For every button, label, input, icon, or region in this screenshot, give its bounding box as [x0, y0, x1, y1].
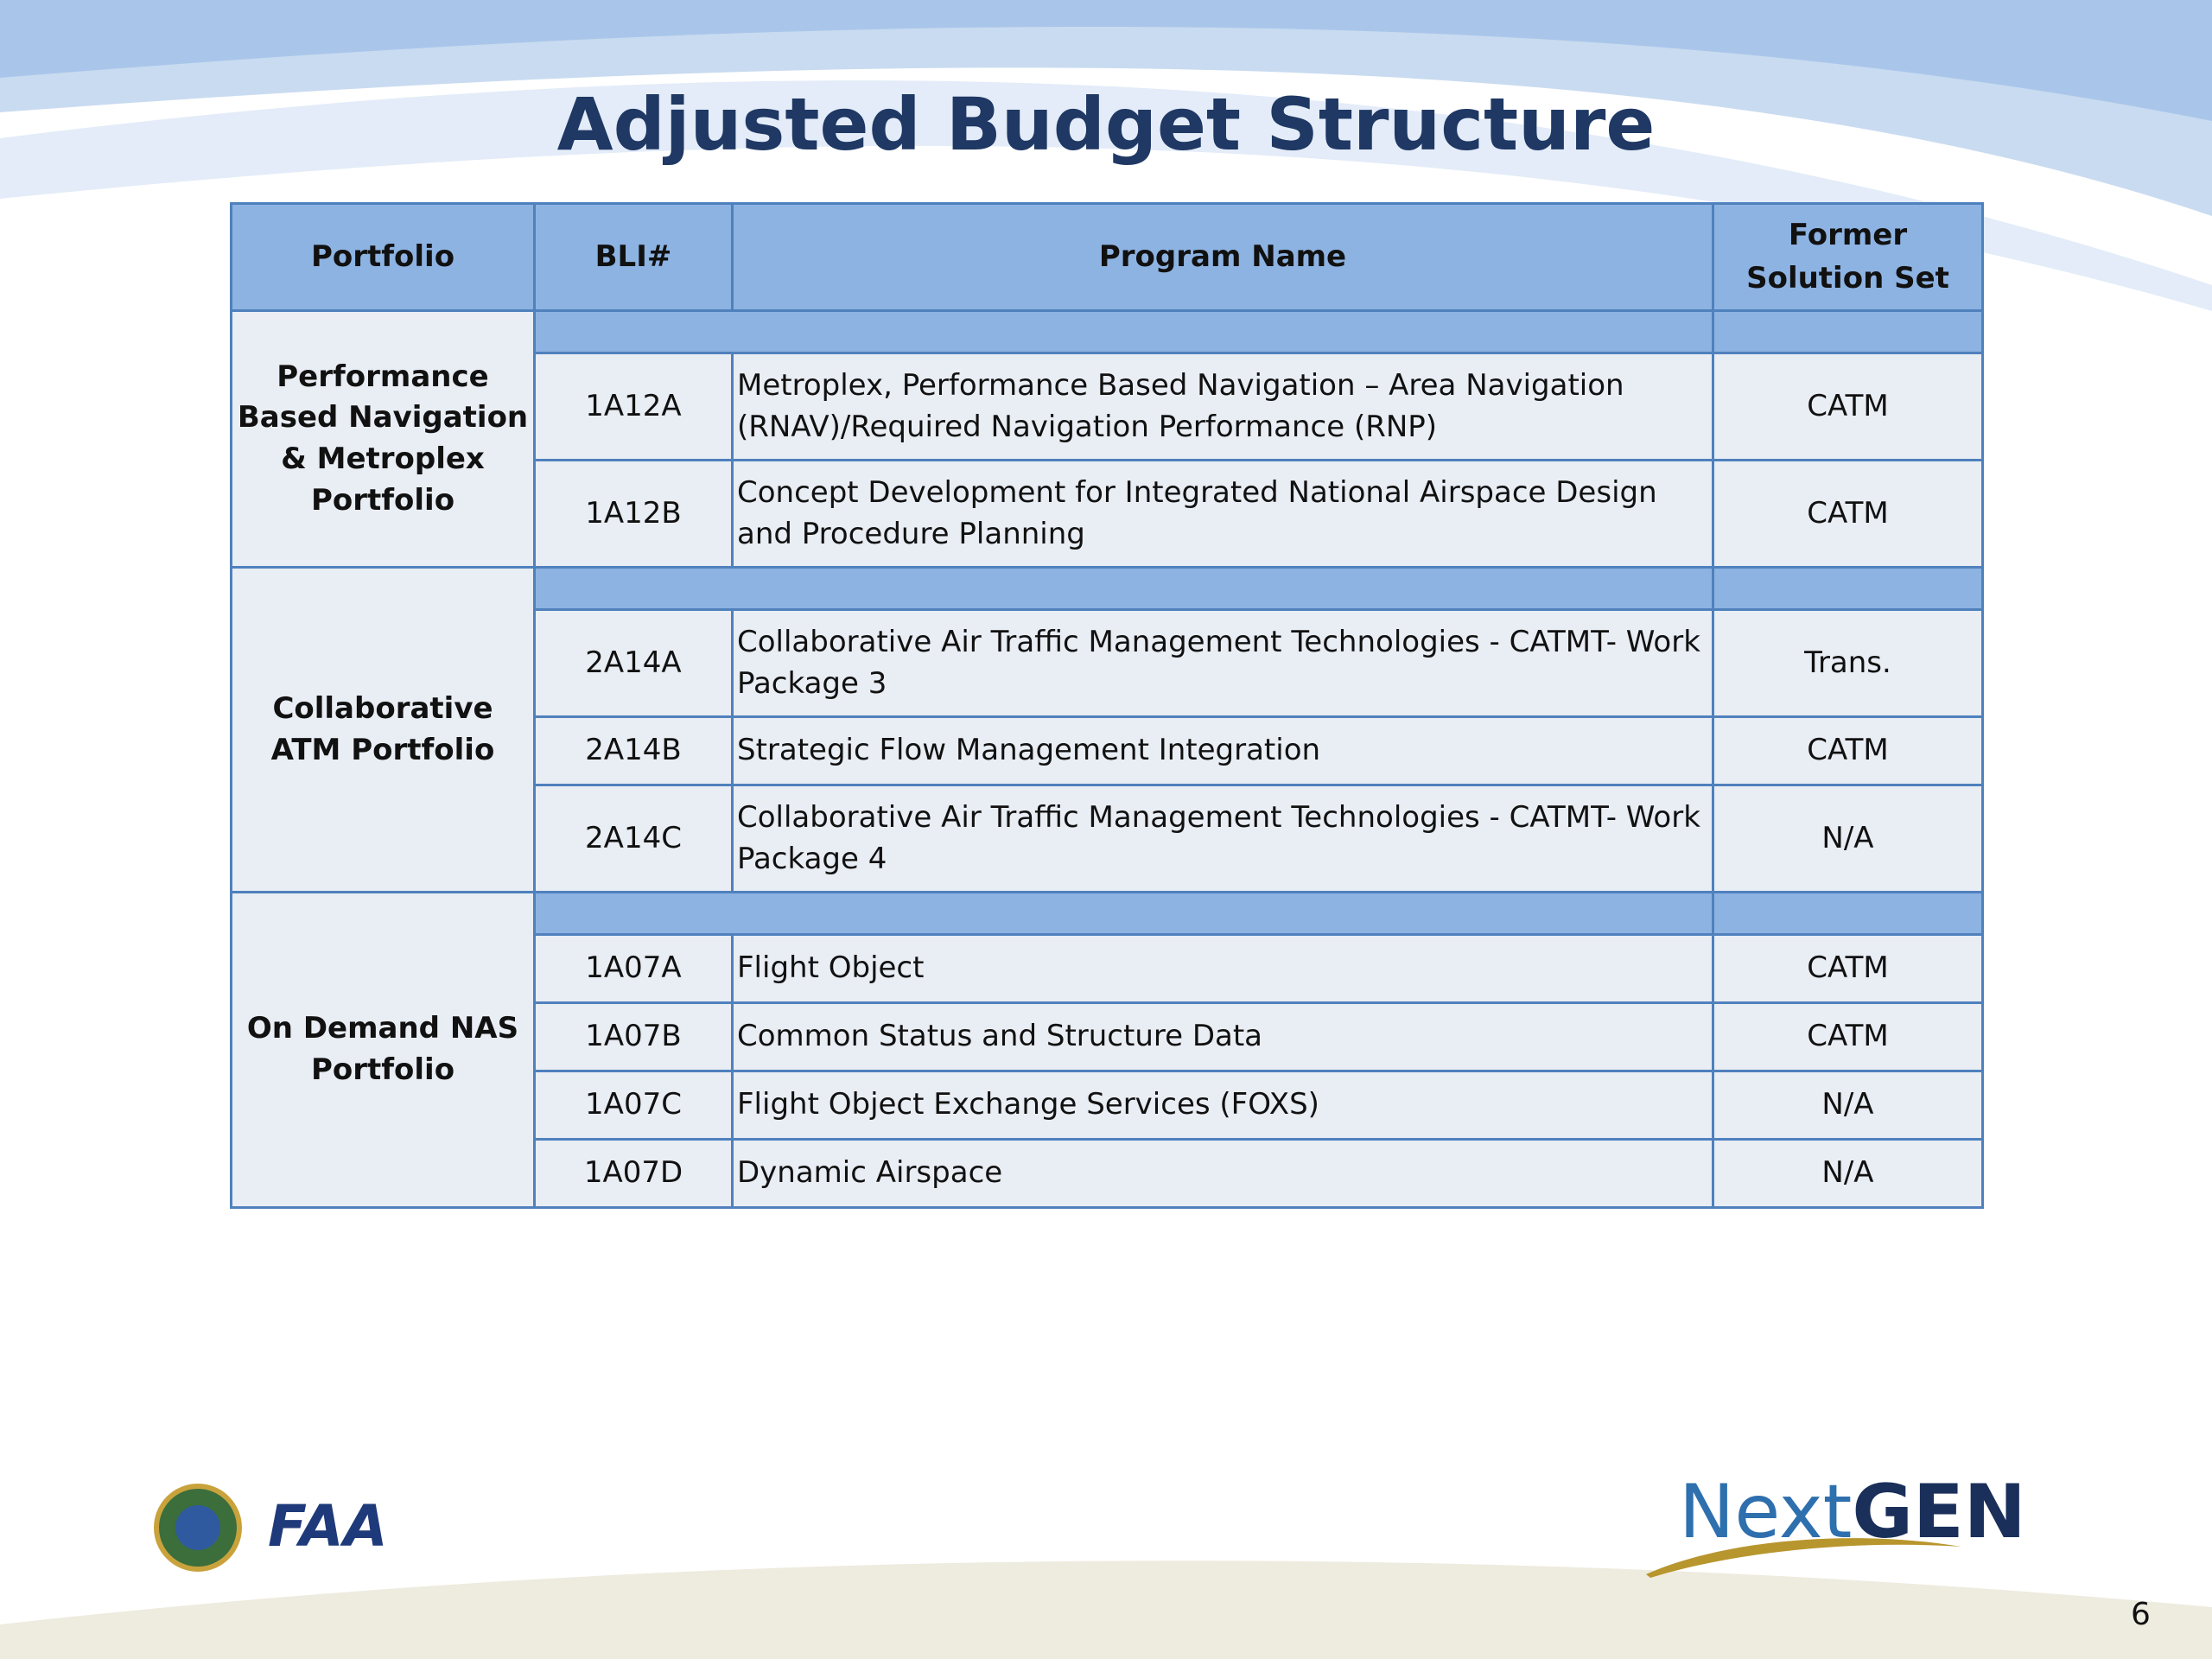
- group-band-row: Collaborative ATM Portfolio: [230, 566, 1984, 893]
- bli-cell: 1A07A: [533, 933, 734, 1004]
- nextgen-swoosh: [1646, 1538, 1961, 1578]
- program-cell: Metroplex, Performance Based Navigation …: [731, 352, 1714, 461]
- group-band-row: Performance Based Navigation & Metroplex…: [230, 309, 1984, 569]
- table-row: 1A07C Flight Object Exchange Services (FO…: [232, 1070, 1984, 1141]
- table-row: 1A07D Dynamic Airspace N/A: [232, 1138, 1984, 1209]
- header-cell: Portfolio: [230, 202, 536, 312]
- table-row: 2A14C Collaborative Air Traffic Managemen…: [232, 784, 1984, 893]
- swoosh: [0, 80, 2212, 311]
- group-band-row: On Demand NAS Portfolio: [230, 891, 1984, 1209]
- slide-title: Adjusted Budget Structure: [556, 82, 1656, 167]
- bli-cell: 2A14A: [533, 608, 734, 718]
- band-cell: [1712, 309, 1984, 354]
- portfolio-cell: Performance Based Navigation & Metroplex…: [230, 309, 536, 569]
- band-cell: [1712, 566, 1984, 611]
- band-cell: [533, 891, 1714, 936]
- swoosh: [0, 0, 2212, 216]
- header-cell: Program Name: [731, 202, 1714, 312]
- program-cell: Flight Object: [731, 933, 1714, 1004]
- nextgen-logo: NextGEN: [1679, 1469, 2026, 1555]
- bli-cell: 2A14B: [533, 715, 734, 786]
- budget-table: Portfolio BLI# Program Name Former Solution…: [230, 202, 1984, 1209]
- solution-set-cell: Trans.: [1712, 608, 1984, 718]
- table-row: 1A07B Common Status and Structure Data CAT…: [232, 1001, 1984, 1072]
- solution-set-cell: N/A: [1712, 1138, 1984, 1209]
- table-row: 1A12A Metroplex, Performance Based Naviga…: [232, 352, 1984, 461]
- program-cell: Dynamic Airspace: [731, 1138, 1714, 1209]
- table-row: 2A14A Collaborative Air Traffic Managemen…: [232, 608, 1984, 718]
- bottom-band: [0, 1560, 2212, 1659]
- header-cell: BLI#: [533, 202, 734, 312]
- band-cell: [533, 309, 1714, 354]
- page-number: 6: [2131, 1597, 2151, 1632]
- nextgen-next: Next: [1679, 1469, 1853, 1555]
- bli-cell: 1A07B: [533, 1001, 734, 1072]
- solution-set-cell: CATM: [1712, 933, 1984, 1004]
- solution-set-cell: CATM: [1712, 352, 1984, 461]
- swoosh: [0, 0, 2212, 121]
- bli-cell: 2A14C: [533, 784, 734, 893]
- bli-cell: 1A12B: [533, 459, 734, 569]
- program-cell: Collaborative Air Traffic Management Tec…: [731, 608, 1714, 718]
- band-cell: [533, 566, 1714, 611]
- portfolio-cell: On Demand NAS Portfolio: [230, 891, 536, 1209]
- faa-logo: FAA: [268, 1493, 388, 1560]
- solution-set-cell: CATM: [1712, 715, 1984, 786]
- header-cell: Former Solution Set: [1712, 202, 1984, 312]
- bli-cell: 1A12A: [533, 352, 734, 461]
- portfolio-cell: Collaborative ATM Portfolio: [230, 566, 536, 893]
- bli-cell: 1A07D: [533, 1138, 734, 1209]
- table-row: 1A07A Flight Object CATM: [232, 933, 1984, 1004]
- table-row: 1A12B Concept Development for Integrated …: [232, 459, 1984, 569]
- bli-cell: 1A07C: [533, 1070, 734, 1141]
- solution-set-cell: CATM: [1712, 459, 1984, 569]
- program-cell: Flight Object Exchange Services (FOXS): [731, 1070, 1714, 1141]
- solution-set-cell: CATM: [1712, 1001, 1984, 1072]
- program-cell: Concept Development for Integrated Natio…: [731, 459, 1714, 569]
- program-cell: Strategic Flow Management Integration: [731, 715, 1714, 786]
- nextgen-gen: GEN: [1852, 1469, 2026, 1555]
- band-cell: [1712, 891, 1984, 936]
- faa-seal: [175, 1505, 220, 1550]
- solution-set-cell: N/A: [1712, 1070, 1984, 1141]
- program-cell: Common Status and Structure Data: [731, 1001, 1714, 1072]
- program-cell: Collaborative Air Traffic Management Tec…: [731, 784, 1714, 893]
- solution-set-cell: N/A: [1712, 784, 1984, 893]
- table-row: 2A14B Strategic Flow Management Integrati…: [232, 715, 1984, 786]
